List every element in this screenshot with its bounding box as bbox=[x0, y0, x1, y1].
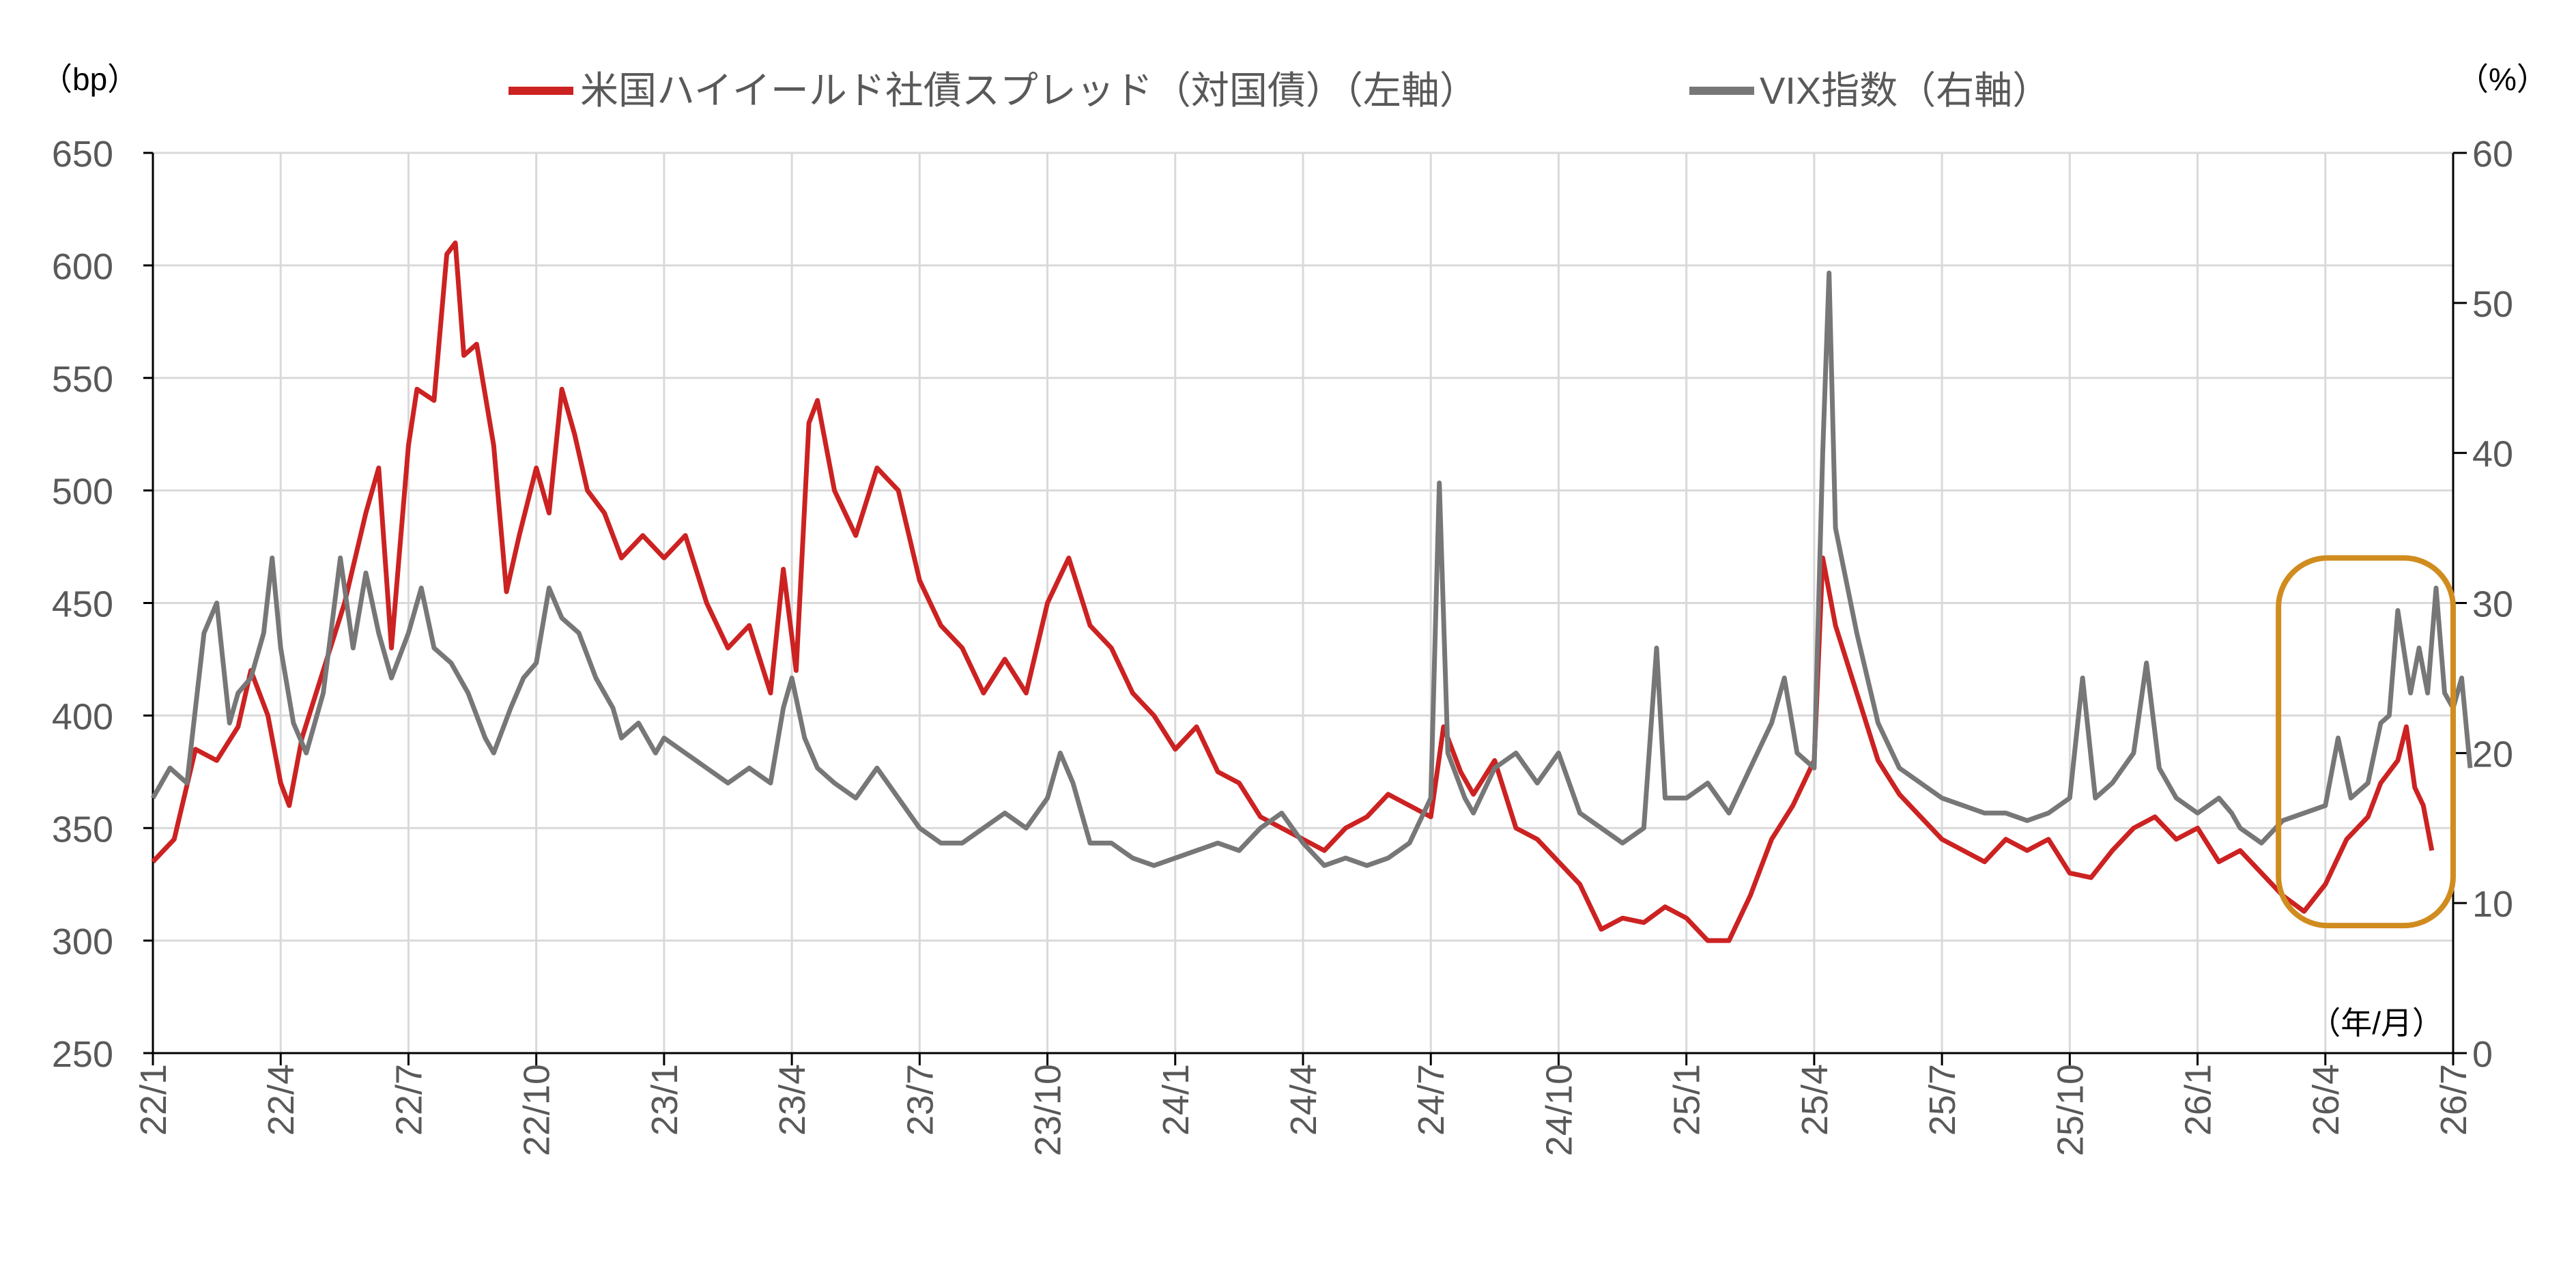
x-tick-label: 22/1 bbox=[133, 1064, 174, 1136]
legend-label-vix: VIX指数（右軸） bbox=[1760, 69, 2050, 112]
x-tick-label: 25/1 bbox=[1667, 1064, 1708, 1136]
x-axis-unit: （年/月） bbox=[2309, 1005, 2444, 1041]
left-tick-label: 250 bbox=[52, 1034, 113, 1075]
x-tick-label: 23/7 bbox=[900, 1064, 941, 1136]
left-tick-label: 400 bbox=[52, 696, 113, 737]
x-tick-label: 24/4 bbox=[1283, 1064, 1324, 1136]
tick-labels: 250 300 350 400 450 500 550 600 650 0 10 20 30 40 50 60… bbox=[52, 134, 2513, 1156]
series-lines bbox=[150, 240, 2473, 943]
left-tick-label: 600 bbox=[52, 246, 113, 287]
x-tick-label: 25/4 bbox=[1794, 1064, 1835, 1136]
right-tick-label: 10 bbox=[2472, 884, 2513, 925]
x-tick-label: 25/10 bbox=[2050, 1064, 2091, 1156]
left-tick-label: 500 bbox=[52, 472, 113, 513]
x-tick-label: 23/1 bbox=[644, 1064, 685, 1136]
x-tick-label: 24/1 bbox=[1156, 1064, 1197, 1136]
legend-label-hy: 米国ハイイールド社債スプレッド（対国債）（左軸） bbox=[580, 69, 1478, 112]
hy-spread-line bbox=[151, 240, 2435, 943]
vix-line bbox=[150, 270, 2473, 868]
axes bbox=[143, 152, 2467, 1065]
x-tick-label: 24/10 bbox=[1539, 1064, 1579, 1156]
x-tick-label: 23/4 bbox=[772, 1064, 813, 1136]
x-tick-label: 23/10 bbox=[1028, 1064, 1069, 1156]
x-tick-label: 22/4 bbox=[261, 1064, 302, 1136]
right-tick-label: 60 bbox=[2472, 134, 2513, 175]
x-tick-label: 22/7 bbox=[388, 1064, 429, 1136]
right-tick-label: 0 bbox=[2472, 1034, 2493, 1075]
x-tick-label: 24/7 bbox=[1411, 1064, 1452, 1136]
legend: 米国ハイイールド社債スプレッド（対国債）（左軸） VIX指数（右軸） bbox=[509, 69, 2050, 112]
right-axis-unit: （%） bbox=[2457, 61, 2548, 97]
right-tick-label: 40 bbox=[2472, 434, 2513, 475]
x-tick-label: 26/7 bbox=[2433, 1064, 2474, 1136]
right-tick-label: 20 bbox=[2472, 734, 2513, 775]
left-tick-label: 650 bbox=[52, 134, 113, 175]
x-tick-label: 25/7 bbox=[1922, 1064, 1963, 1136]
left-axis-unit: （bp） bbox=[41, 61, 139, 97]
gridlines bbox=[153, 152, 2453, 1053]
highlight-box bbox=[2276, 555, 2457, 929]
left-tick-label: 350 bbox=[52, 809, 113, 850]
right-tick-label: 50 bbox=[2472, 284, 2513, 325]
left-tick-label: 450 bbox=[52, 584, 113, 625]
left-tick-label: 550 bbox=[52, 359, 113, 400]
x-tick-label: 26/4 bbox=[2306, 1064, 2347, 1136]
right-tick-label: 30 bbox=[2472, 584, 2513, 625]
x-tick-label: 26/1 bbox=[2178, 1064, 2219, 1136]
x-tick-label: 22/10 bbox=[517, 1064, 558, 1156]
left-tick-label: 300 bbox=[52, 921, 113, 962]
